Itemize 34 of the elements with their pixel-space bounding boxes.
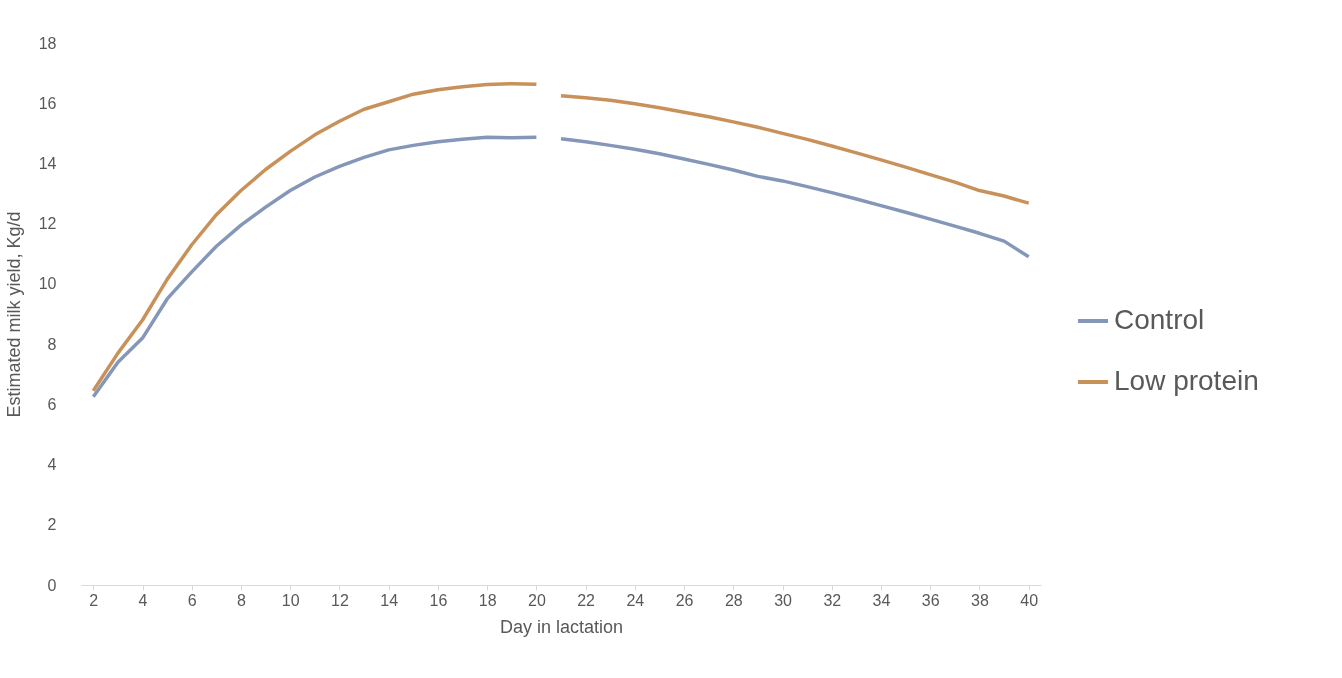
legend-label: Low protein	[1114, 365, 1259, 396]
x-tick-label: 24	[626, 591, 645, 609]
x-tick-label: 10	[281, 591, 300, 609]
x-tick-label: 4	[138, 591, 148, 609]
x-tick-label: 2	[89, 591, 99, 609]
x-tick-label: 22	[577, 591, 596, 609]
legend-label: Control	[1114, 304, 1205, 335]
y-tick-label: 16	[38, 94, 57, 112]
x-tick-label: 8	[237, 591, 247, 609]
x-axis-title: Day in lactation	[499, 616, 624, 637]
x-tick-label: 18	[478, 591, 497, 609]
y-tick-label: 10	[38, 275, 57, 293]
y-tick-label: 0	[47, 576, 57, 594]
y-axis-title: Estimated milk yield, Kg/d	[3, 211, 24, 418]
x-tick-label: 34	[872, 591, 891, 609]
y-tick-label: 18	[38, 34, 57, 52]
x-tick-label: 40	[1020, 591, 1039, 609]
x-tick-label: 28	[724, 591, 743, 609]
y-tick-label: 2	[47, 516, 57, 534]
y-tick-label: 14	[38, 154, 57, 172]
y-tick-label: 6	[47, 395, 57, 413]
x-tick-label: 26	[675, 591, 694, 609]
x-tick-label: 16	[429, 591, 448, 609]
x-tick-label: 36	[921, 591, 940, 609]
x-tick-label: 30	[774, 591, 793, 609]
x-tick-label: 20	[527, 591, 546, 609]
x-tick-label: 32	[823, 591, 842, 609]
x-tick-label: 14	[380, 591, 399, 609]
x-tick-label: 6	[187, 591, 197, 609]
y-tick-label: 4	[47, 456, 57, 474]
y-tick-label: 8	[47, 335, 57, 353]
x-tick-label: 38	[971, 591, 989, 609]
y-tick-label: 12	[38, 215, 57, 233]
x-tick-label: 12	[331, 591, 349, 609]
